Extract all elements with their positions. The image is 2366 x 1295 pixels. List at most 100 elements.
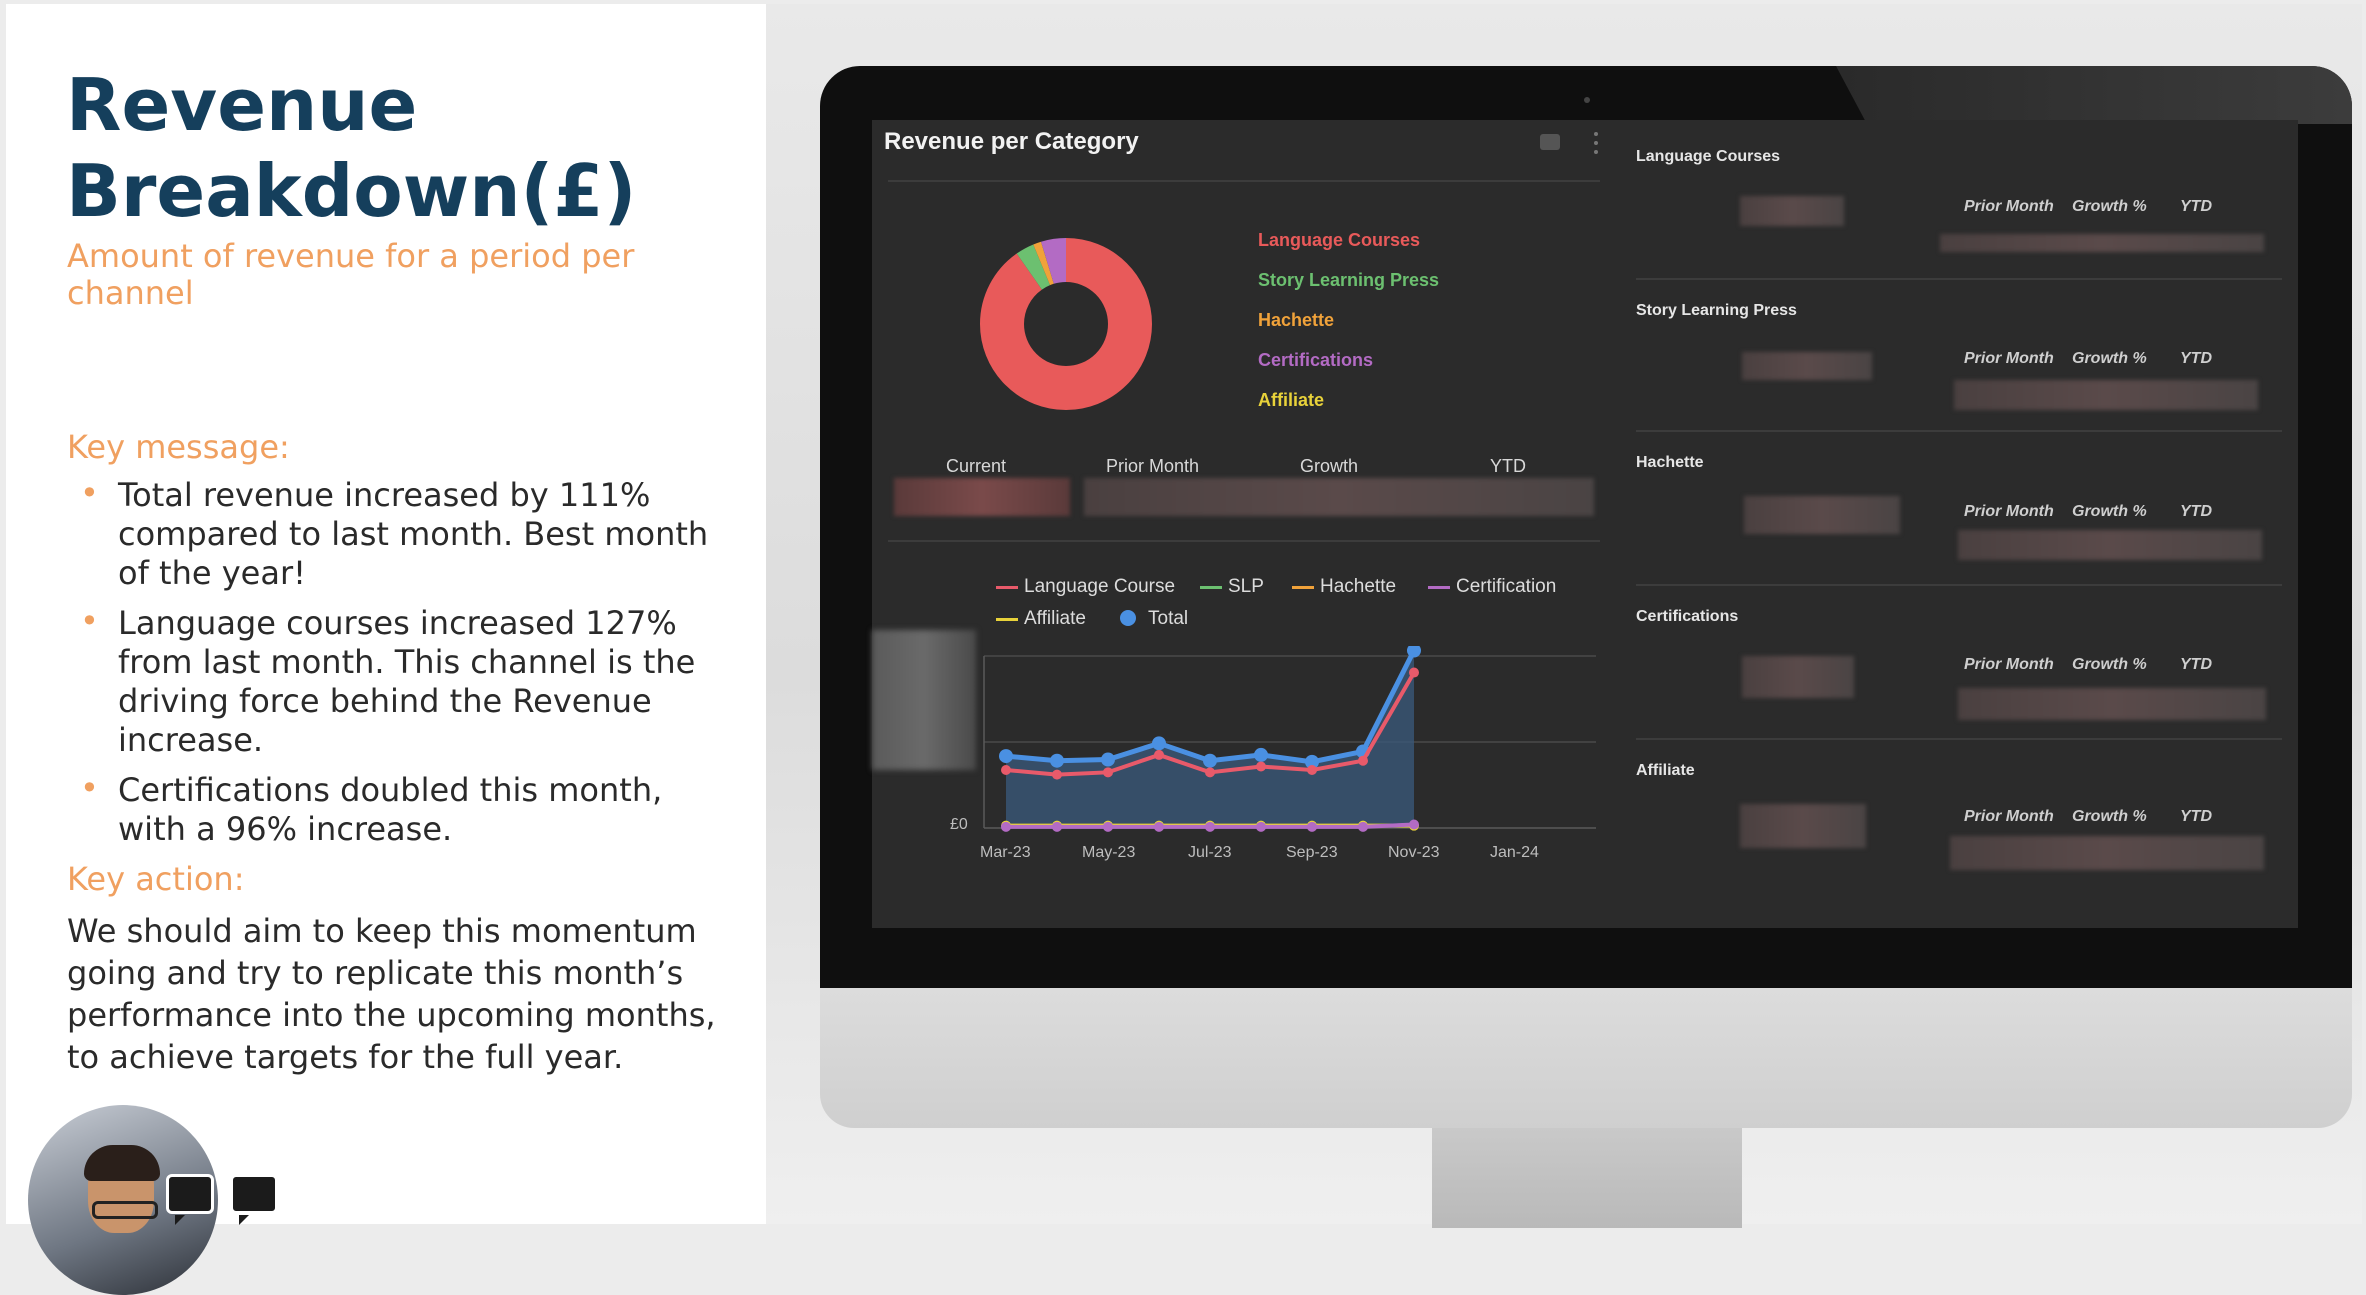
data-point-total[interactable] bbox=[1305, 754, 1319, 769]
divider bbox=[1636, 430, 2282, 432]
data-point-certification[interactable] bbox=[1205, 821, 1215, 832]
donut-legend-hachette[interactable]: Hachette bbox=[1258, 310, 1335, 330]
line-legend-affiliate[interactable]: Affiliate bbox=[1024, 608, 1086, 629]
col-ytd: YTD bbox=[2180, 656, 2212, 673]
monitor-camera bbox=[1584, 97, 1590, 103]
comment-icon[interactable] bbox=[1540, 134, 1560, 150]
donut-legend-certifications[interactable]: Certifications bbox=[1258, 350, 1374, 370]
divider bbox=[1636, 278, 2282, 280]
title-line-2: Breakdown(£) bbox=[66, 149, 637, 233]
legend-marker-total bbox=[1120, 610, 1136, 626]
donut-legend-affiliate[interactable]: Affiliate bbox=[1258, 390, 1325, 410]
data-point-language-course[interactable] bbox=[1358, 755, 1368, 766]
x-tick-label: May-23 bbox=[1082, 844, 1136, 861]
slide-title: Revenue Breakdown(£) bbox=[66, 62, 636, 234]
data-point-certification[interactable] bbox=[1256, 821, 1266, 832]
divider bbox=[888, 180, 1600, 182]
divider bbox=[888, 540, 1600, 542]
legend-marker-slp bbox=[1200, 586, 1222, 589]
col-growth: Growth % bbox=[2072, 656, 2147, 673]
data-point-language-course[interactable] bbox=[1052, 769, 1062, 780]
x-tick-label: Mar-23 bbox=[980, 844, 1031, 861]
series-line-total bbox=[1005, 649, 1417, 765]
data-point-language-course[interactable] bbox=[1409, 667, 1419, 678]
data-point-certification[interactable] bbox=[1307, 821, 1317, 832]
data-point-certification[interactable] bbox=[1103, 821, 1113, 832]
right-panel-title-certifications: Certifications bbox=[1636, 608, 1739, 625]
slide-subtitle: Amount of revenue for a period per chann… bbox=[67, 237, 635, 312]
redacted-row bbox=[1950, 836, 2264, 870]
data-point-language-course[interactable] bbox=[1154, 749, 1164, 760]
presenter-hair bbox=[84, 1145, 160, 1181]
data-point-total[interactable] bbox=[999, 749, 1013, 764]
data-point-language-course[interactable] bbox=[1001, 765, 1011, 775]
col-prior-month: Prior Month bbox=[1964, 350, 2054, 367]
data-point-total[interactable] bbox=[1203, 753, 1217, 768]
right-panel-title-affiliate: Affiliate bbox=[1636, 762, 1695, 779]
bullet-text: Language courses increased 127% from las… bbox=[118, 604, 696, 759]
x-tick-label: Jul-23 bbox=[1188, 844, 1232, 861]
bullet-dot: • bbox=[80, 769, 99, 807]
title-line-1: Revenue bbox=[66, 63, 418, 147]
donut-slice-certifications[interactable] bbox=[980, 238, 1152, 410]
more-options-icon[interactable] bbox=[1594, 132, 1602, 154]
line-legend-total[interactable]: Total bbox=[1148, 608, 1189, 629]
presenter-glasses bbox=[92, 1201, 158, 1219]
monitor-glare bbox=[1836, 66, 2352, 124]
legend-marker-language-course bbox=[996, 586, 1018, 589]
col-growth: Growth % bbox=[2072, 503, 2147, 520]
donut-legend-story-learning-press[interactable]: Story Learning Press bbox=[1258, 270, 1440, 290]
col-prior-month: Prior Month bbox=[1964, 503, 2054, 520]
col-ytd: YTD bbox=[2180, 503, 2212, 520]
comment-icon[interactable] bbox=[230, 1174, 278, 1225]
divider bbox=[1636, 584, 2282, 586]
data-point-total[interactable] bbox=[1254, 747, 1268, 762]
redacted-row bbox=[1958, 688, 2266, 720]
bullet-2: • Language courses increased 127% from la… bbox=[72, 602, 732, 760]
revenue-line-chart bbox=[983, 646, 1596, 832]
key-message-list: • Total revenue increased by 111% compare… bbox=[72, 474, 732, 860]
legend-marker-affiliate bbox=[996, 618, 1018, 621]
col-growth: Growth % bbox=[2072, 350, 2147, 367]
data-point-total[interactable] bbox=[1050, 753, 1064, 768]
series-layer bbox=[999, 646, 1421, 832]
data-point-certification[interactable] bbox=[1358, 821, 1368, 832]
y-tick-label: £0 bbox=[950, 816, 968, 833]
data-point-certification[interactable] bbox=[1409, 819, 1419, 830]
bullet-1: • Total revenue increased by 111% compare… bbox=[72, 474, 732, 593]
data-point-total[interactable] bbox=[1407, 646, 1421, 658]
key-action-heading: Key action: bbox=[67, 860, 245, 898]
data-point-certification[interactable] bbox=[1154, 821, 1164, 832]
line-legend-hachette[interactable]: Hachette bbox=[1320, 576, 1397, 597]
redacted-axis-area bbox=[872, 630, 976, 770]
data-point-language-course[interactable] bbox=[1205, 767, 1215, 778]
monitor-stand bbox=[1432, 1128, 1742, 1228]
x-tick-label: Nov-23 bbox=[1388, 844, 1440, 861]
redacted-row bbox=[1954, 380, 2258, 410]
col-ytd: YTD bbox=[2180, 350, 2212, 367]
data-point-language-course[interactable] bbox=[1103, 767, 1113, 778]
right-panel-title-language-courses: Language Courses bbox=[1636, 148, 1781, 165]
col-prior-month: Prior Month bbox=[1964, 808, 2054, 825]
line-legend-slp[interactable]: SLP bbox=[1228, 576, 1264, 597]
donut-chart bbox=[980, 238, 1152, 410]
data-point-certification[interactable] bbox=[1052, 821, 1062, 832]
data-point-total[interactable] bbox=[1101, 752, 1115, 767]
data-point-certification[interactable] bbox=[1001, 821, 1011, 832]
right-panel-title-story-learning-press: Story Learning Press bbox=[1636, 302, 1797, 319]
right-panel-title-hachette: Hachette bbox=[1636, 454, 1704, 471]
redacted-value bbox=[1742, 656, 1854, 698]
total-area-fill bbox=[1006, 650, 1414, 828]
data-point-total[interactable] bbox=[1152, 736, 1166, 751]
redacted-value bbox=[1740, 196, 1844, 226]
chat-icon[interactable] bbox=[166, 1174, 214, 1225]
line-legend-language-course[interactable]: Language Course bbox=[1024, 576, 1176, 597]
redacted-row bbox=[1958, 530, 2262, 560]
data-point-language-course[interactable] bbox=[1256, 761, 1266, 772]
panel-title: Revenue per Category bbox=[884, 128, 1139, 155]
legend-marker-hachette bbox=[1292, 586, 1314, 589]
line-legend-certification[interactable]: Certification bbox=[1456, 576, 1557, 597]
monitor-chin bbox=[820, 988, 2352, 1128]
donut-legend-language-courses[interactable]: Language Courses bbox=[1258, 230, 1421, 250]
data-point-language-course[interactable] bbox=[1307, 765, 1317, 775]
